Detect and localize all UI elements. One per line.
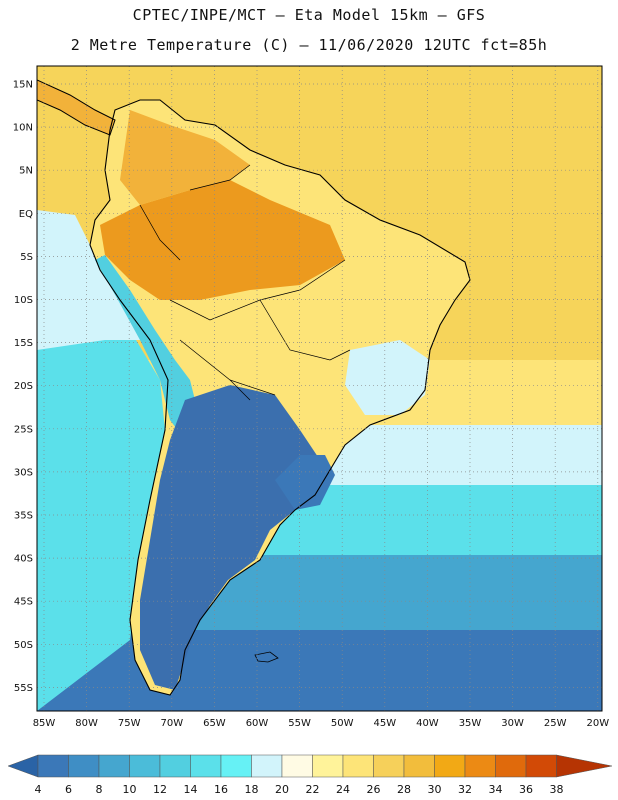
- falkland-islands: [254, 651, 279, 663]
- latitude-label: 55S: [14, 683, 33, 694]
- northern-warm-zone: [120, 110, 250, 205]
- coastline: [89, 99, 471, 696]
- colorbar-box: [312, 754, 344, 778]
- colorbar-box: [220, 754, 252, 778]
- ocean-cold: [37, 630, 602, 711]
- amazon-hot-zone: [100, 180, 345, 300]
- colorbar-label: 32: [458, 783, 472, 796]
- colorbar-label: 6: [65, 783, 72, 796]
- colorbar-box: [251, 754, 283, 778]
- colorbar-label: 34: [489, 783, 503, 796]
- colorbar-box: [373, 754, 405, 778]
- longitude-label: 60W: [246, 718, 269, 729]
- colorbar-label: 22: [306, 783, 320, 796]
- colorbar-label: 20: [275, 783, 289, 796]
- colorbar-label: 28: [397, 783, 411, 796]
- colorbar-box: [434, 754, 466, 778]
- colorbar-label: 38: [550, 783, 564, 796]
- map-frame: [36, 65, 603, 712]
- colorbar-box: [281, 754, 313, 778]
- colorbar-label: 10: [123, 783, 137, 796]
- longitude-labels: 85W 80W 75W 70W 65W 60W 55W 50W 45W 40W 35W 30W 25W 2…: [33, 718, 610, 729]
- southeast-brazil-cool: [345, 340, 430, 415]
- colorbar-label: 16: [214, 783, 228, 796]
- longitude-label: 35W: [459, 718, 482, 729]
- colorbar-label: 18: [245, 783, 259, 796]
- map-title-line-2: 2 Metre Temperature (C) – 11/06/2020 12U…: [70, 36, 548, 54]
- colorbar-label: 24: [336, 783, 350, 796]
- colorbar-under-arrow: [7, 754, 39, 778]
- colorbar-box: [159, 754, 191, 778]
- pacific-transition-zone: [37, 210, 150, 350]
- colorbar-boxes: [7, 754, 613, 778]
- colorbar-label: 26: [367, 783, 381, 796]
- central-america-coastline: [37, 79, 116, 136]
- latitude-label: 30S: [14, 467, 33, 478]
- colorbar-box: [464, 754, 496, 778]
- colorbar-label: 4: [35, 783, 42, 796]
- country-borders: [139, 164, 351, 401]
- uruguay-region: [275, 455, 335, 510]
- colorbar-box: [403, 754, 435, 778]
- colorbar-labels: 4 6 8 10 12 14 16 18 20 22 24 26 28 30 32 34 36 38: [35, 783, 564, 796]
- colorbar-box: [525, 754, 557, 778]
- colorbar-box: [495, 754, 527, 778]
- colorbar-label: 8: [96, 783, 103, 796]
- latitude-label: 35S: [14, 511, 33, 522]
- colorbar-box: [190, 754, 222, 778]
- latitude-label: 40S: [14, 554, 33, 565]
- latitude-label: 20S: [14, 381, 33, 392]
- temperature-map: 15N 10N 5N EQ 5S 10S 15S 20S 25S 30S 35S 40S 45S 50S 5…: [13, 65, 610, 729]
- longitude-label: 40W: [416, 718, 439, 729]
- longitude-label: 25W: [544, 718, 567, 729]
- latitude-label: 5N: [19, 166, 33, 177]
- colorbar-box: [342, 754, 374, 778]
- longitude-label: 55W: [288, 718, 311, 729]
- longitude-label: 85W: [33, 718, 56, 729]
- map-field: [37, 66, 602, 711]
- latitude-label: 15S: [14, 338, 33, 349]
- longitude-label: 65W: [203, 718, 226, 729]
- longitude-label: 75W: [118, 718, 141, 729]
- colorbar-box: [68, 754, 100, 778]
- colorbar-label: 14: [184, 783, 198, 796]
- longitude-label: 30W: [501, 718, 524, 729]
- latitude-label: 10N: [13, 123, 33, 134]
- latitude-labels: 15N 10N 5N EQ 5S 10S 15S 20S 25S 30S 35S 40S 45S 50S 5…: [13, 80, 33, 694]
- colorbar-label: 36: [519, 783, 533, 796]
- latitude-label: 15N: [13, 80, 33, 91]
- longitude-label: 70W: [160, 718, 183, 729]
- colorbar-box: [129, 754, 161, 778]
- longitude-label: 80W: [75, 718, 98, 729]
- southern-cone-cold: [140, 385, 320, 690]
- colorbar-box: [37, 754, 69, 778]
- colorbar-label: 30: [428, 783, 442, 796]
- longitude-label: 20W: [586, 718, 609, 729]
- colorbar-box: [98, 754, 130, 778]
- colorbar-label: 12: [153, 783, 167, 796]
- latitude-label: 25S: [14, 424, 33, 435]
- colorbar-over-arrow: [556, 754, 613, 778]
- latitude-label: 10S: [14, 295, 33, 306]
- map-title-line-1: CPTEC/INPE/MCT – Eta Model 15km – GFS: [132, 6, 486, 24]
- latitude-label: 50S: [14, 640, 33, 651]
- latitude-label: 45S: [14, 597, 33, 608]
- latitude-label: 5S: [20, 252, 33, 263]
- central-america-land: [37, 80, 115, 135]
- longitude-label: 45W: [373, 718, 396, 729]
- temperature-colorbar: 4 6 8 10 12 14 16 18 20 22 24 26 28 30 32 34 36 38: [7, 754, 613, 796]
- latitude-label: EQ: [19, 209, 33, 220]
- longitude-label: 50W: [331, 718, 354, 729]
